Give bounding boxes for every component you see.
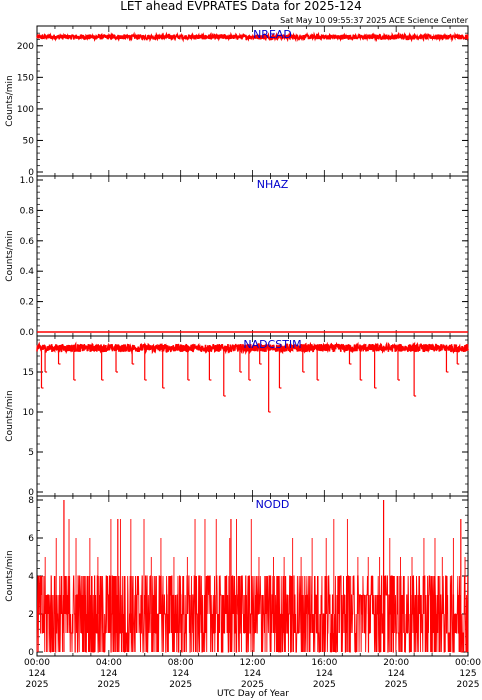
y-tick-label: 8 bbox=[28, 496, 34, 506]
y-tick-label: 100 bbox=[17, 105, 34, 115]
panel-series-label: NHAZ bbox=[257, 178, 289, 191]
series-line-nadcstim bbox=[36, 341, 469, 355]
x-tick-label-year: 2025 bbox=[385, 680, 408, 690]
y-tick-label: 0.4 bbox=[20, 267, 35, 277]
y-tick-label: 50 bbox=[23, 136, 35, 146]
x-tick-label-time: 20:00 bbox=[383, 658, 409, 668]
y-tick-label: 0 bbox=[28, 648, 34, 658]
y-tick-label: 0 bbox=[28, 168, 34, 178]
x-tick-label-day: 124 bbox=[316, 669, 333, 679]
panel-nadcstim: 0 5 10 15 Counts/min NADCSTIM bbox=[5, 335, 469, 498]
x-tick-label-day: 124 bbox=[172, 669, 189, 679]
x-tick-label-time: 12:00 bbox=[240, 658, 266, 668]
x-tick-label-time: 08:00 bbox=[168, 658, 194, 668]
y-tick-label: 0.8 bbox=[20, 206, 35, 216]
panel-series-label: NADCSTIM bbox=[243, 338, 301, 351]
x-tick-label-year: 2025 bbox=[313, 680, 336, 690]
y-axis-label: Counts/min bbox=[5, 230, 15, 281]
timestamp-label: Sat May 10 09:55:37 2025 ACE Science Cen… bbox=[280, 16, 469, 25]
x-tick-label-time: 00:00 bbox=[455, 658, 481, 668]
x-tick-label-year: 2025 bbox=[457, 680, 480, 690]
x-tick-label-time: 00:00 bbox=[24, 658, 50, 668]
y-tick-label: 0.0 bbox=[20, 328, 35, 338]
y-axis-label: Counts/min bbox=[5, 550, 15, 601]
panel-nhaz: 0.0 0.2 0.4 0.6 0.8 1.0 Counts/min NHAZ bbox=[5, 175, 469, 338]
y-tick-label: 0 bbox=[28, 488, 34, 498]
y-tick-label: 6 bbox=[28, 534, 34, 544]
series-line-nodd bbox=[36, 575, 469, 653]
x-tick-label-time: 16:00 bbox=[311, 658, 337, 668]
panel-nodd: 0 2 4 6 8 Counts/min NODD bbox=[5, 495, 469, 658]
series-line-nread bbox=[36, 31, 469, 43]
x-tick-label-year: 2025 bbox=[169, 680, 192, 690]
y-tick-label: 2 bbox=[28, 610, 34, 620]
y-axis-label: Counts/min bbox=[5, 75, 15, 126]
x-tick-label-day: 124 bbox=[388, 669, 405, 679]
chart-title: LET ahead EVPRATES Data for 2025-124 bbox=[120, 0, 362, 13]
x-axis: 00:00124202504:00124202508:00124202512:0… bbox=[24, 658, 481, 690]
panel-series-label: NREAD bbox=[253, 28, 292, 41]
y-tick-label: 0.6 bbox=[20, 237, 35, 247]
y-axis-label: Counts/min bbox=[5, 390, 15, 441]
x-tick-label-day: 124 bbox=[244, 669, 261, 679]
y-tick-label: 200 bbox=[17, 42, 34, 52]
y-tick-label: 0.2 bbox=[20, 298, 34, 308]
y-tick-label: 150 bbox=[17, 73, 34, 83]
x-tick-label-year: 2025 bbox=[97, 680, 120, 690]
y-tick-label: 15 bbox=[23, 368, 34, 378]
x-tick-label-day: 125 bbox=[459, 669, 476, 679]
x-tick-label-day: 124 bbox=[100, 669, 117, 679]
panels-group: 050100150200Counts/minNREAD0.00.20.40.60… bbox=[5, 25, 469, 658]
x-tick-label-year: 2025 bbox=[26, 680, 49, 690]
x-tick-label-time: 04:00 bbox=[96, 658, 122, 668]
x-tick-label-year: 2025 bbox=[241, 680, 264, 690]
panel-nread: 0 50 100 150 200 Counts/min NREAD bbox=[5, 25, 469, 178]
y-tick-label: 4 bbox=[28, 572, 34, 582]
x-axis-label: UTC Day of Year bbox=[217, 689, 289, 699]
panel-series-label: NODD bbox=[256, 498, 290, 511]
y-tick-label: 10 bbox=[23, 408, 35, 418]
y-tick-label: 5 bbox=[28, 448, 34, 458]
y-tick-label: 1.0 bbox=[20, 176, 35, 186]
x-tick-label-day: 124 bbox=[28, 669, 45, 679]
